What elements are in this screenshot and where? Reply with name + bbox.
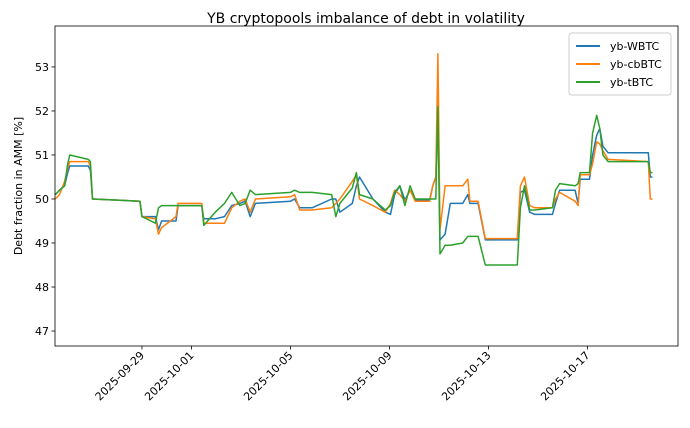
- y-tick-label: 47: [35, 325, 49, 338]
- x-tick-label: 2025-09-29: [93, 349, 147, 403]
- y-tick-label: 52: [35, 105, 49, 118]
- legend: yb-WBTC yb-cbBTC yb-tBTC: [568, 32, 672, 96]
- y-tick-label: 48: [35, 281, 49, 294]
- series-line-yb-WBTC: [54, 105, 653, 241]
- legend-label: yb-WBTC: [610, 40, 660, 53]
- x-tick-label: 2025-10-17: [538, 349, 592, 403]
- series-layer: [54, 52, 653, 266]
- y-tick-label: 51: [35, 149, 49, 162]
- legend-box: [568, 32, 672, 96]
- plot-frame: [54, 25, 679, 347]
- series-line-yb-tBTC: [54, 105, 653, 266]
- x-tick-label: 2025-10-09: [340, 349, 394, 403]
- y-axis-label: Debt fraction in AMM [%]: [12, 117, 25, 255]
- legend-label: yb-cbBTC: [610, 58, 662, 71]
- y-tick-label: 53: [35, 61, 49, 74]
- legend-label: yb-tBTC: [610, 76, 653, 89]
- series-line-yb-cbBTC: [54, 52, 653, 240]
- x-tick-label: 2025-10-13: [439, 349, 493, 403]
- x-tick-label: 2025-10-01: [142, 349, 196, 403]
- y-tick-label: 49: [35, 237, 49, 250]
- x-tick-label: 2025-10-05: [241, 349, 295, 403]
- y-tick-label: 50: [35, 193, 49, 206]
- chart-title: YB cryptopools imbalance of debt in vola…: [206, 11, 525, 27]
